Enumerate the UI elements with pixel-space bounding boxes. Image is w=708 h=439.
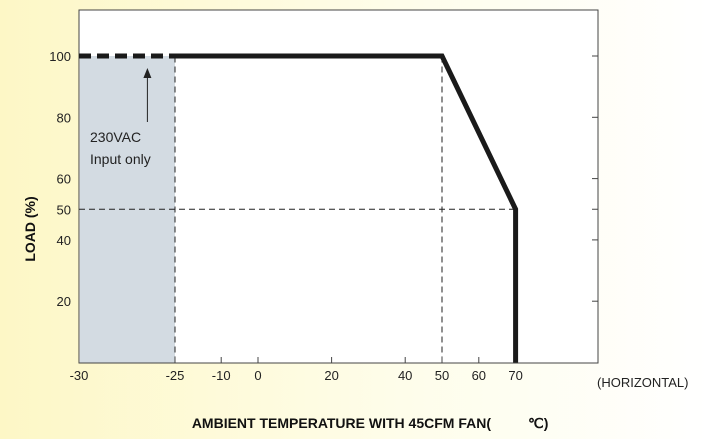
annotation-text: 230VAC (90, 129, 141, 145)
x-tick-label: 50 (435, 368, 449, 383)
x-tick-label: 70 (508, 368, 522, 383)
x-tick-label: -10 (212, 368, 231, 383)
x-tick-label: 0 (254, 368, 261, 383)
y-tick-label: 100 (49, 49, 71, 64)
x-axis-unit: ℃) (528, 415, 548, 431)
y-tick-label: 50 (57, 202, 71, 217)
x-tick-label: 60 (472, 368, 486, 383)
y-tick-label: 20 (57, 294, 71, 309)
annotation-arrow-head (143, 68, 152, 78)
y-axis-label: LOAD (%) (22, 196, 38, 261)
y-tick-label: 40 (57, 233, 71, 248)
y-tick-label: 60 (57, 172, 71, 187)
x-tick-label: 20 (324, 368, 338, 383)
x-tick-label: 40 (398, 368, 412, 383)
x-axis-label: AMBIENT TEMPERATURE WITH 45CFM FAN( (192, 415, 492, 431)
annotation-text: Input only (90, 151, 151, 167)
y-tick-label: 80 (57, 110, 71, 125)
x-tick-label: -30 (70, 368, 89, 383)
x-axis-note: (HORIZONTAL) (597, 375, 688, 390)
series-line-solid (175, 53, 519, 363)
x-tick-label: -25 (166, 368, 185, 383)
